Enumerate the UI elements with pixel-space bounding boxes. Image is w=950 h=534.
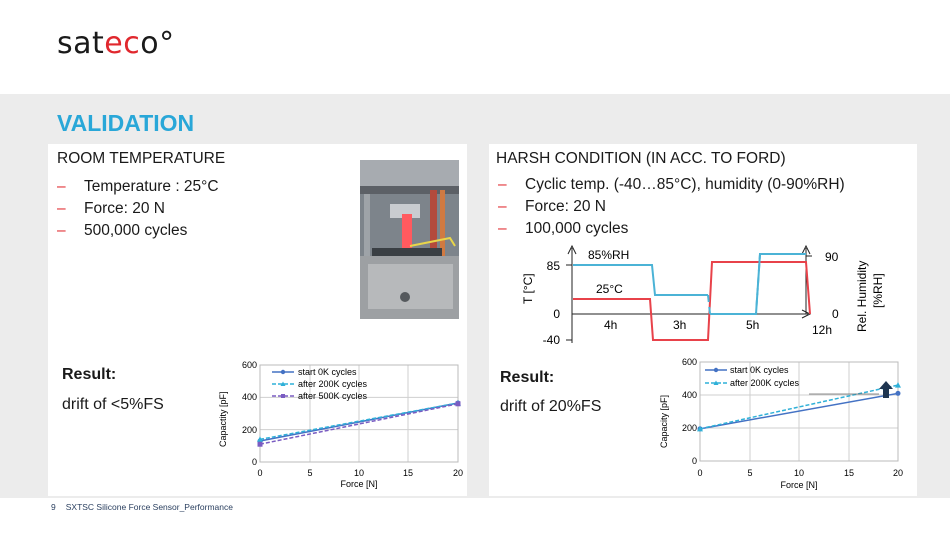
y-axis-label: Capacity [pF] — [659, 395, 669, 448]
x-tick-label: 15 — [844, 468, 854, 478]
y-tick-label: 200 — [682, 423, 697, 433]
harsh-condition-panel — [489, 144, 917, 496]
series-line — [699, 392, 899, 430]
cycle-profile-diagram: 85 0 -40 90 0 T [°C] Rel. Humidity [%RH]… — [521, 244, 885, 347]
room-bullet-list: – Temperature : 25°C – Force: 20 N –500,00… — [57, 176, 219, 242]
legend-label: after 200K cycles — [298, 379, 368, 389]
data-point — [257, 441, 263, 447]
time-label-12h: 12h — [812, 323, 832, 337]
list-item: – Force: 20 N — [498, 196, 845, 218]
temperature-profile-line — [573, 261, 811, 341]
x-tick-label: 15 — [403, 468, 413, 478]
chart-grid — [259, 364, 459, 463]
list-item: –100,000 cycles — [498, 218, 845, 240]
room-capacity-chart: 600 400 200 0 0 5 10 15 20 Force [N] Cap… — [218, 360, 463, 489]
dash-icon: – — [498, 198, 507, 215]
y-tick-label: 400 — [682, 390, 697, 400]
legend-label: after 500K cycles — [298, 391, 368, 401]
data-point — [697, 425, 703, 432]
x-tick-label: 0 — [257, 468, 262, 478]
y-tick-label: 600 — [242, 360, 257, 370]
harsh-result-label: Result: — [500, 369, 555, 386]
series-line — [259, 402, 459, 441]
x-axis-label: Force [N] — [340, 479, 377, 489]
right-axis-label-2: [%RH] — [871, 273, 885, 308]
data-point — [257, 436, 263, 442]
data-point — [455, 401, 461, 407]
humidity-profile-line — [573, 264, 708, 296]
list-item: – Force: 20 N — [57, 198, 219, 220]
chart-grid — [699, 361, 899, 462]
tick-label-85: 85 — [547, 259, 561, 273]
data-point — [895, 390, 901, 396]
list-item: –500,000 cycles — [57, 220, 219, 242]
dash-icon: – — [498, 220, 507, 237]
footer: 9 SXTSC Silicone Force Sensor_Performance — [51, 502, 233, 512]
sensor-test-photo — [360, 160, 459, 319]
left-axis-arrow-icon — [567, 244, 577, 255]
right-axis-label-1: Rel. Humidity — [855, 261, 869, 332]
x-tick-label: 5 — [307, 468, 312, 478]
legend-label: start 0K cycles — [298, 367, 357, 377]
up-arrow-icon — [879, 381, 893, 398]
legend-marker — [280, 381, 286, 386]
series-line — [259, 402, 459, 442]
x-tick-label: 0 — [697, 468, 702, 478]
list-item: – Cyclic temp. (-40…85°C), humidity (0-90… — [498, 174, 845, 196]
tick-label-minus40: -40 — [543, 333, 561, 347]
legend-marker — [281, 394, 285, 398]
tick-label-0-right: 0 — [832, 307, 839, 321]
y-tick-label: 400 — [242, 392, 257, 402]
time-label-5h: 5h — [746, 318, 759, 332]
x-tick-label: 20 — [893, 468, 903, 478]
time-label-3h: 3h — [673, 318, 686, 332]
chart-legend: start 0K cycles after 200K cycles after … — [272, 367, 368, 401]
data-point — [895, 382, 901, 388]
legend-marker — [713, 380, 719, 385]
room-panel-title: ROOM TEMPERATURE — [57, 150, 226, 167]
y-tick-label: 600 — [682, 357, 697, 367]
left-axis-label: T [°C] — [521, 273, 535, 304]
room-result-text: drift of <5%FS — [62, 396, 164, 413]
legend-label: after 200K cycles — [730, 378, 800, 388]
harsh-bullet-list: – Cyclic temp. (-40…85°C), humidity (0-90… — [498, 174, 845, 240]
y-tick-label: 200 — [242, 425, 257, 435]
harsh-panel-title: HARSH CONDITION (IN ACC. TO FORD) — [496, 150, 786, 167]
footer-text: SXTSC Silicone Force Sensor_Performance — [65, 502, 233, 512]
dash-icon: – — [57, 178, 66, 195]
chart-legend: start 0K cycles after 200K cycles — [705, 365, 800, 388]
y-tick-label: 0 — [692, 456, 697, 466]
sateco-logo: sateco° — [57, 26, 175, 61]
annotation-25c: 25°C — [596, 282, 623, 296]
x-tick-label: 20 — [453, 468, 463, 478]
y-tick-label: 0 — [252, 457, 257, 467]
x-tick-label: 10 — [794, 468, 804, 478]
x-tick-label: 5 — [747, 468, 752, 478]
right-axis-arrow-icon — [801, 244, 811, 255]
harsh-result-text: drift of 20%FS — [500, 398, 602, 415]
series-line — [259, 403, 459, 445]
section-title: VALIDATION — [57, 110, 195, 136]
annotation-85rh: 85%RH — [588, 248, 629, 262]
room-result-label: Result: — [62, 366, 117, 383]
y-axis-label: Capactity [pF] — [218, 391, 228, 447]
tick-label-0: 0 — [553, 307, 560, 321]
dash-icon: – — [57, 222, 66, 239]
dash-icon: – — [498, 176, 507, 193]
page-number: 9 — [51, 502, 56, 512]
legend-label: start 0K cycles — [730, 365, 789, 375]
dash-icon: – — [57, 200, 66, 217]
x-axis-label: Force [N] — [780, 480, 817, 490]
x-tick-label: 10 — [354, 468, 364, 478]
tick-label-90: 90 — [825, 250, 839, 264]
humidity-profile-line-2 — [710, 253, 806, 315]
series-layer — [257, 399, 461, 447]
series-line — [699, 384, 899, 430]
legend-marker — [280, 369, 286, 375]
time-label-4h: 4h — [604, 318, 617, 332]
list-item: – Temperature : 25°C — [57, 176, 219, 198]
harsh-capacity-chart: 600 400 200 0 0 5 10 15 20 Force [N] Cap… — [659, 357, 903, 490]
series-layer — [697, 382, 901, 432]
legend-marker — [713, 367, 719, 373]
